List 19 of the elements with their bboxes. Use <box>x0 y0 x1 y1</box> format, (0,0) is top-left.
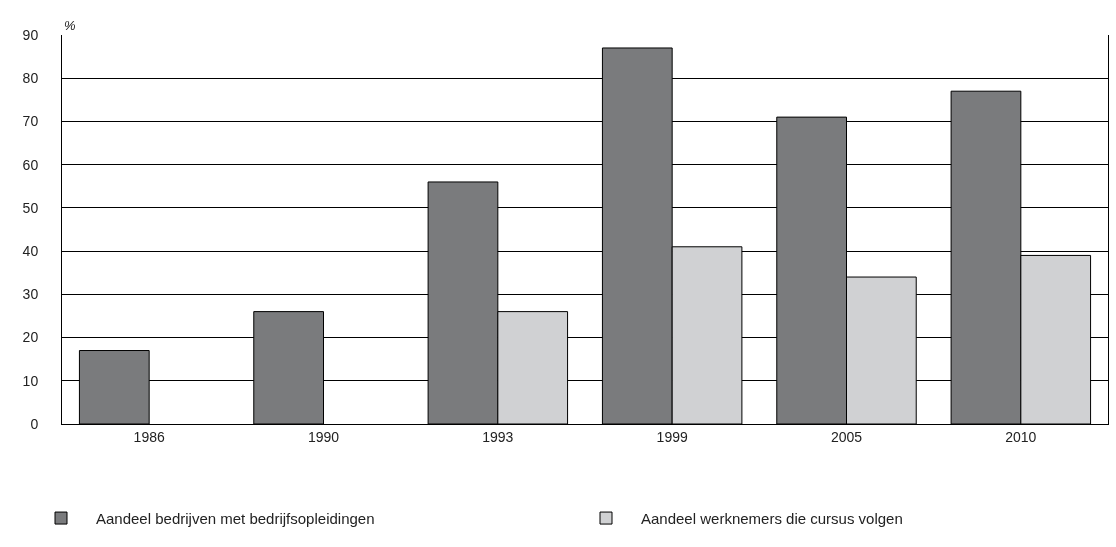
x-tick-label: 1999 <box>656 428 688 445</box>
y-tick-label: 60 <box>22 156 39 173</box>
y-tick-label: 20 <box>22 329 39 346</box>
legend-label: Aandeel werknemers die cursus volgen <box>641 509 903 527</box>
y-tick-label: 90 <box>22 26 39 43</box>
y-tick-label: 10 <box>22 372 39 389</box>
x-tick-label: 1993 <box>482 428 514 445</box>
y-tick-label: 80 <box>22 70 39 87</box>
y-tick-label: 70 <box>22 113 39 130</box>
y-axis-title: % <box>64 18 76 33</box>
x-tick-label: 1986 <box>133 428 165 445</box>
x-tick-label: 1990 <box>307 428 340 445</box>
x-tick-label: 2005 <box>830 428 863 445</box>
y-tick-label: 50 <box>22 199 39 216</box>
y-tick-label: 30 <box>22 286 39 303</box>
y-tick-label: 40 <box>22 243 39 260</box>
x-tick-label: 2010 <box>1005 428 1037 445</box>
legend-label: Aandeel bedrijven met bedrijfsopleidingen <box>96 509 375 527</box>
y-tick-label: 0 <box>30 415 39 432</box>
